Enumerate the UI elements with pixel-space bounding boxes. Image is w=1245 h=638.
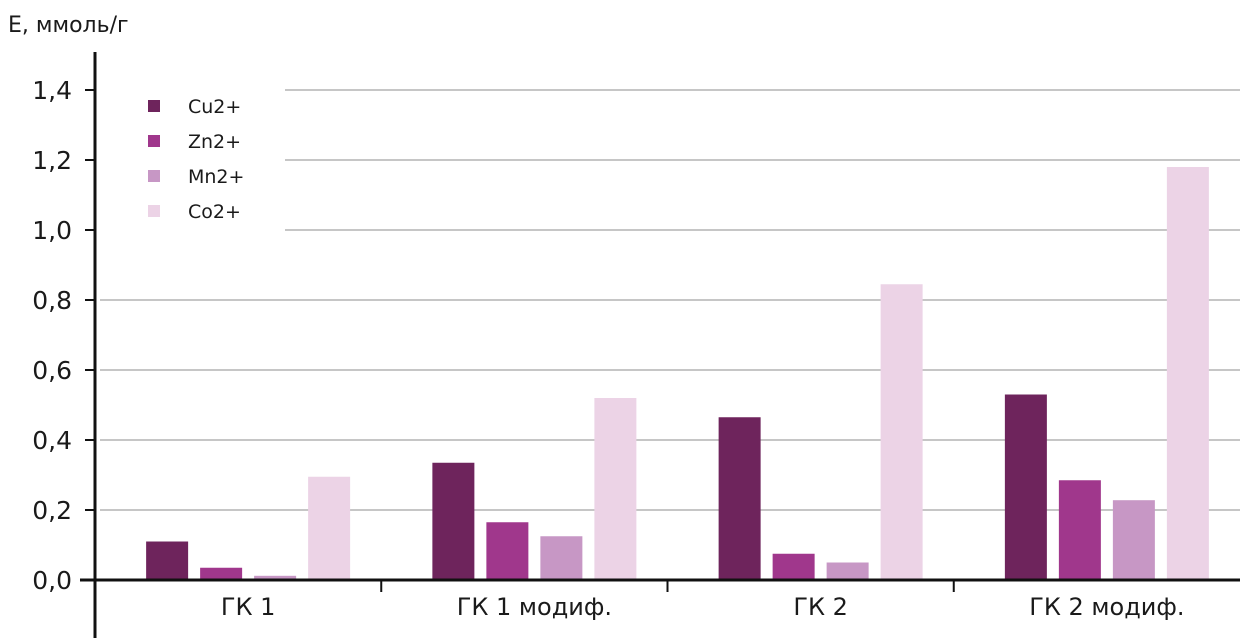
y-tick-label: 1,4 bbox=[32, 76, 72, 105]
y-tick-label: 0,2 bbox=[32, 496, 72, 525]
y-tick-label: 0,4 bbox=[32, 426, 72, 455]
bar bbox=[200, 567, 243, 580]
x-tick-labels: ГК 1 ГК 1 модиф. ГК 2 ГК 2 модиф. bbox=[221, 593, 1185, 621]
axes bbox=[80, 52, 1240, 638]
y-axis-label: E, ммоль/г bbox=[8, 13, 129, 38]
bar bbox=[594, 398, 637, 580]
bar bbox=[254, 575, 297, 580]
x-tick-label: ГК 2 модиф. bbox=[1029, 593, 1184, 621]
bar bbox=[880, 284, 923, 580]
y-tick-label: 0,6 bbox=[32, 356, 72, 385]
bar bbox=[146, 541, 189, 580]
bar bbox=[772, 553, 815, 580]
bar bbox=[1166, 167, 1209, 580]
bar bbox=[1004, 394, 1047, 580]
y-tick-label: 1,0 bbox=[32, 216, 72, 245]
bar bbox=[432, 462, 475, 580]
legend-swatch bbox=[148, 100, 160, 112]
legend: Cu2+ Zn2+ Mn2+ Co2+ bbox=[148, 96, 244, 223]
y-tick-label: 0,8 bbox=[32, 286, 72, 315]
gridlines bbox=[100, 89, 1240, 511]
legend-label: Co2+ bbox=[188, 201, 241, 223]
bar bbox=[1112, 500, 1155, 580]
bars bbox=[146, 167, 1209, 580]
y-tick-labels: 0,0 0,2 0,4 0,6 0,8 1,0 1,2 1,4 bbox=[32, 76, 72, 595]
x-tick-label: ГК 1 модиф. bbox=[457, 593, 612, 621]
legend-label: Mn2+ bbox=[188, 166, 244, 188]
x-tick-label: ГК 1 bbox=[221, 593, 276, 621]
y-tick-label: 0,0 bbox=[32, 566, 72, 595]
x-tick-label: ГК 2 bbox=[793, 593, 848, 621]
bar bbox=[308, 476, 351, 580]
bar bbox=[718, 417, 761, 580]
legend-swatch bbox=[148, 170, 160, 182]
bar bbox=[486, 522, 529, 580]
legend-label: Cu2+ bbox=[188, 96, 241, 118]
legend-label: Zn2+ bbox=[188, 131, 241, 153]
bar bbox=[540, 536, 583, 580]
legend-swatch bbox=[148, 205, 160, 217]
bar bbox=[1058, 480, 1101, 580]
y-tick-label: 1,2 bbox=[32, 146, 72, 175]
legend-swatch bbox=[148, 135, 160, 147]
bar bbox=[826, 562, 869, 580]
